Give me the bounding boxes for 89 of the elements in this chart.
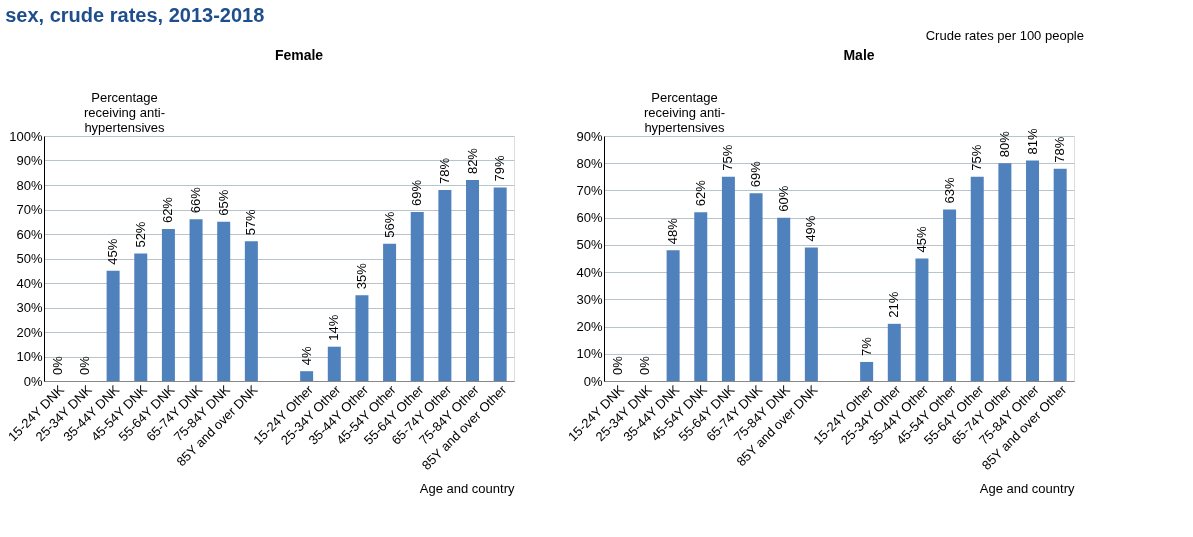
data-label: 4% — [298, 345, 314, 366]
chart-title: sex, crude rates, 2013-2018 — [5, 3, 265, 26]
data-label: 35% — [353, 262, 369, 290]
y-tick-label: 0% — [583, 373, 603, 389]
bar — [217, 221, 231, 381]
bar — [749, 193, 763, 381]
bar — [300, 371, 314, 381]
bar — [1053, 168, 1067, 381]
y-tick-label: 80% — [576, 155, 603, 171]
bar — [134, 253, 148, 381]
bar — [970, 176, 984, 381]
bar — [887, 323, 901, 381]
data-label: 62% — [160, 196, 176, 224]
data-label: 80% — [996, 130, 1012, 158]
data-label: 66% — [188, 186, 204, 214]
data-label: 82% — [464, 147, 480, 175]
bar — [106, 270, 120, 381]
data-label: 48% — [665, 217, 681, 245]
bar — [355, 295, 369, 381]
bar — [804, 247, 818, 381]
data-label: 69% — [409, 179, 425, 206]
y-tick-label: 50% — [16, 251, 43, 266]
bar — [860, 361, 874, 381]
data-label: 78% — [1052, 136, 1068, 163]
bar — [694, 212, 708, 381]
bar — [438, 189, 452, 381]
bar — [777, 217, 791, 381]
bar — [189, 219, 203, 381]
y-axis-title: Percentage receiving anti-hypertensives — [84, 89, 166, 135]
bar — [244, 241, 258, 381]
data-label: 45% — [913, 226, 929, 253]
bar — [1026, 160, 1040, 381]
data-label: 79% — [492, 154, 508, 182]
x-axis-title: Age and country — [419, 480, 515, 496]
y-tick-label: 40% — [576, 264, 603, 280]
data-label: 65% — [215, 189, 231, 216]
data-label: 0% — [609, 355, 625, 375]
bar — [666, 250, 680, 381]
chart-subtitle: Male — [843, 47, 875, 63]
data-label: 78% — [436, 157, 452, 184]
y-tick-label: 10% — [576, 346, 603, 362]
data-label: 75% — [720, 144, 736, 171]
y-tick-label: 10% — [16, 349, 43, 364]
y-axis-title: Percentage receiving anti-hypertensives — [644, 89, 726, 135]
y-tick-label: 20% — [576, 319, 603, 335]
y-tick-label: 30% — [16, 300, 43, 315]
bar — [161, 229, 175, 381]
data-label: 57% — [243, 208, 259, 236]
data-label: 0% — [49, 355, 65, 375]
y-tick-label: 20% — [16, 324, 43, 340]
data-label: 69% — [748, 160, 764, 188]
bar — [410, 211, 424, 381]
data-label: 52% — [132, 221, 148, 248]
y-tick-label: 60% — [576, 210, 603, 226]
data-label: 75% — [969, 144, 985, 171]
text: Crude rates per 100 people — [925, 28, 1084, 43]
y-tick-label: 0% — [23, 373, 43, 389]
bar — [998, 163, 1012, 381]
data-label: 49% — [803, 215, 819, 242]
data-label: 60% — [775, 185, 791, 212]
y-tick-label: 80% — [16, 177, 43, 193]
data-label: 14% — [326, 314, 342, 341]
y-tick-label: 60% — [16, 226, 43, 242]
y-tick-label: 70% — [576, 182, 603, 198]
bar — [943, 209, 957, 381]
data-label: 0% — [77, 355, 93, 375]
y-tick-label: 50% — [576, 237, 603, 253]
bar — [915, 258, 929, 381]
y-tick-label: 30% — [576, 291, 603, 307]
x-axis-title: Age and country — [979, 480, 1075, 496]
data-label: 0% — [637, 355, 653, 375]
data-label: 7% — [858, 336, 874, 356]
y-tick-label: 100% — [9, 128, 43, 144]
y-tick-label: 40% — [16, 275, 43, 291]
data-label: 62% — [692, 179, 708, 207]
data-label: 45% — [105, 238, 121, 265]
data-label: 63% — [941, 177, 957, 204]
y-tick-label: 70% — [16, 202, 43, 217]
y-tick-label: 90% — [576, 128, 603, 144]
bar — [466, 180, 480, 381]
bar — [383, 243, 397, 381]
data-label: 21% — [886, 291, 902, 318]
chart-subtitle: Female — [274, 47, 324, 63]
bar — [721, 176, 735, 381]
bar — [493, 187, 507, 381]
bar — [327, 346, 341, 381]
data-label: 56% — [381, 211, 397, 238]
data-label: 81% — [1024, 128, 1040, 155]
y-tick-label: 90% — [16, 153, 43, 168]
